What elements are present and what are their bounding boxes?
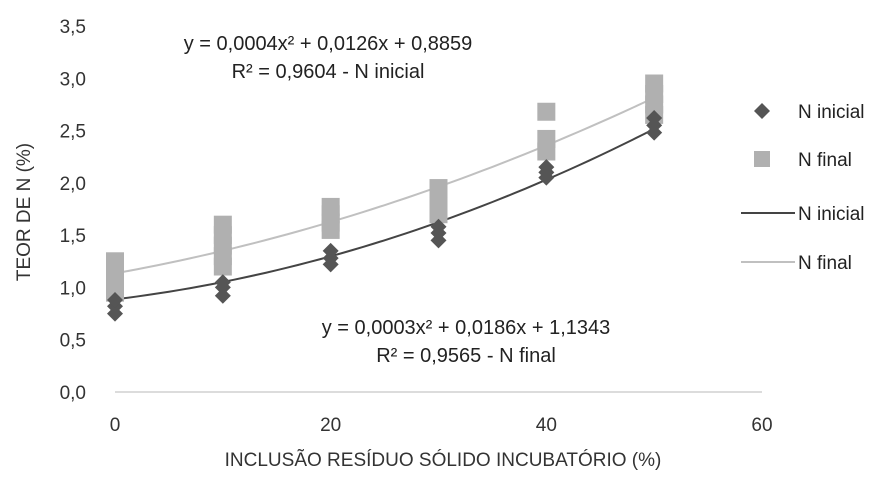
n-inicial-point: [214, 274, 231, 291]
equation-n-inicial: y = 0,0004x² + 0,0126x + 0,8859 R² = 0,9…: [184, 33, 473, 83]
x-tick-label: 60: [751, 415, 772, 436]
y-tick-label: 3,0: [60, 69, 86, 90]
trendline-n-final: [114, 96, 655, 275]
y-tick-label: 1,0: [60, 278, 86, 299]
trendline-n-inicial: [114, 128, 655, 301]
legend-square-marker: [754, 151, 770, 167]
legend-item-n-inicial-line: N inicial: [741, 204, 865, 225]
y-tick-label: 0,5: [60, 331, 86, 352]
n-inicial-point: [646, 110, 663, 127]
y-axis-title: TEOR DE N (%): [14, 143, 35, 281]
y-tick-label: 3,5: [60, 17, 86, 38]
legend-label: N final: [798, 150, 852, 171]
equation-n-final: y = 0,0003x² + 0,0186x + 1,1343 R² = 0,9…: [322, 317, 611, 367]
trendlines: [114, 96, 655, 301]
legend-label: N final: [798, 253, 852, 274]
legend-item-n-inicial-points: N inicial: [754, 102, 865, 123]
equation-n-final-line2: R² = 0,9565 - N final: [376, 345, 556, 367]
x-tick-label: 40: [536, 415, 557, 436]
n-inicial-point: [430, 218, 447, 235]
equation-n-inicial-line2: R² = 0,9604 - N inicial: [232, 61, 425, 83]
legend-label: N inicial: [798, 102, 865, 123]
y-tick-label: 0,0: [60, 383, 86, 404]
n-final-point: [213, 215, 232, 234]
n-final-point: [106, 252, 124, 271]
n-inicial-point: [214, 287, 231, 304]
legend-label: N inicial: [798, 204, 865, 225]
data-points: [106, 74, 664, 322]
y-tick-label: 2,0: [60, 174, 86, 195]
x-tick-labels: 0 20 40 60: [110, 415, 773, 436]
x-tick-label: 20: [320, 415, 341, 436]
y-tick-label: 1,5: [60, 226, 86, 247]
n-inicial-point: [538, 159, 555, 176]
legend-item-n-final-points: N final: [754, 150, 852, 171]
y-tick-label: 2,5: [60, 122, 86, 143]
legend-item-n-final-line: N final: [741, 253, 852, 274]
n-final-point: [429, 179, 448, 198]
y-tick-labels: 0,0 0,5 1,0 1,5 2,0 2,5 3,0 3,5: [60, 17, 86, 404]
equation-n-final-line1: y = 0,0003x² + 0,0186x + 1,1343: [322, 317, 611, 339]
n-inicial-point: [107, 291, 123, 308]
equation-n-inicial-line1: y = 0,0004x² + 0,0126x + 0,8859: [184, 33, 473, 55]
n-final-point: [537, 129, 556, 148]
n-final-point: [645, 74, 664, 93]
x-tick-label: 0: [110, 415, 121, 436]
legend: N inicial N final N inicial N final: [741, 102, 865, 274]
n-final-point: [321, 197, 340, 216]
x-axis-title: INCLUSÃO RESÍDUO SÓLIDO INCUBATÓRIO (%): [225, 449, 662, 471]
legend-diamond-marker: [754, 103, 770, 119]
n-inicial-point: [322, 242, 339, 259]
n-final-point: [537, 102, 556, 121]
